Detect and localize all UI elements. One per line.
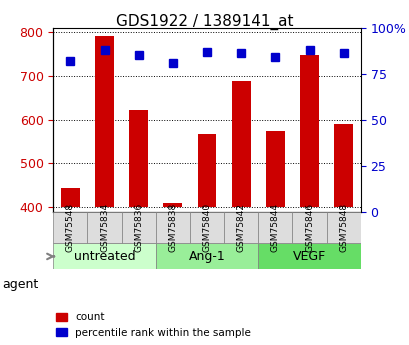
Legend: count, percentile rank within the sample: count, percentile rank within the sample bbox=[54, 310, 253, 340]
Text: GSM75836: GSM75836 bbox=[134, 203, 143, 252]
FancyBboxPatch shape bbox=[258, 243, 360, 269]
FancyBboxPatch shape bbox=[87, 211, 121, 243]
FancyBboxPatch shape bbox=[326, 211, 360, 243]
Bar bbox=[333, 124, 352, 207]
Text: Ang-1: Ang-1 bbox=[188, 250, 225, 263]
Text: GSM75838: GSM75838 bbox=[168, 203, 177, 252]
FancyBboxPatch shape bbox=[189, 211, 224, 243]
Bar bbox=[163, 203, 182, 207]
FancyBboxPatch shape bbox=[121, 211, 155, 243]
Text: GSM75844: GSM75844 bbox=[270, 203, 279, 252]
Text: GSM75548: GSM75548 bbox=[66, 203, 75, 252]
Bar bbox=[95, 36, 114, 207]
FancyBboxPatch shape bbox=[53, 211, 87, 243]
Text: GSM75842: GSM75842 bbox=[236, 203, 245, 252]
Bar bbox=[129, 110, 148, 207]
Bar bbox=[61, 188, 80, 207]
Bar bbox=[197, 134, 216, 207]
FancyBboxPatch shape bbox=[258, 211, 292, 243]
Text: GSM75848: GSM75848 bbox=[338, 203, 347, 252]
Text: agent: agent bbox=[2, 278, 38, 291]
Bar bbox=[299, 55, 318, 207]
Bar bbox=[265, 130, 284, 207]
Bar bbox=[231, 81, 250, 207]
Text: untreated: untreated bbox=[74, 250, 135, 263]
Text: GDS1922 / 1389141_at: GDS1922 / 1389141_at bbox=[116, 14, 293, 30]
Text: GSM75840: GSM75840 bbox=[202, 203, 211, 252]
Text: VEGF: VEGF bbox=[292, 250, 326, 263]
FancyBboxPatch shape bbox=[224, 211, 258, 243]
Text: GSM75834: GSM75834 bbox=[100, 203, 109, 252]
Text: GSM75846: GSM75846 bbox=[304, 203, 313, 252]
FancyBboxPatch shape bbox=[292, 211, 326, 243]
FancyBboxPatch shape bbox=[155, 243, 258, 269]
FancyBboxPatch shape bbox=[53, 243, 155, 269]
FancyBboxPatch shape bbox=[155, 211, 189, 243]
